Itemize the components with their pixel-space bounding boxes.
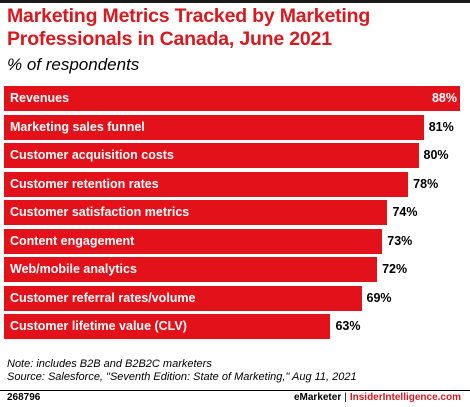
bar (4, 115, 424, 140)
bar-label: Content engagement (10, 234, 135, 248)
bar-label: Customer lifetime value (CLV) (10, 319, 187, 333)
bar-value-label: 81% (428, 120, 454, 134)
bar-value-label: 88% (431, 91, 457, 105)
chart-title: Marketing Metrics Tracked by Marketing P… (7, 5, 371, 50)
bar (4, 314, 331, 339)
bar-value-label: 74% (392, 205, 418, 219)
bar-chart: Revenues 88% Marketing sales funnel 81% Cust… (0, 86, 470, 346)
top-rule (0, 0, 470, 3)
bar-label: Revenues (10, 91, 70, 105)
bar-value-label: 72% (382, 262, 408, 276)
footer: 268796 eMarketer | InsiderIntelligence.com (0, 390, 470, 407)
brand-emarketer: eMarketer (293, 392, 342, 403)
bar-label: Customer satisfaction metrics (10, 205, 190, 219)
chart-id: 268796 (7, 392, 41, 403)
bar-label: Web/mobile analytics (10, 262, 137, 276)
note-text: Note: includes B2B and B2B2C marketers (7, 358, 212, 370)
bar (4, 172, 409, 197)
bar (4, 86, 460, 111)
bar-value-label: 69% (366, 291, 392, 305)
bar (4, 229, 383, 254)
bar (4, 200, 388, 225)
brand-separator: | (344, 392, 347, 403)
bar (4, 286, 362, 311)
bar-value-label: 73% (387, 234, 413, 248)
chart-subtitle: % of respondents (7, 55, 140, 74)
bar-label: Customer retention rates (10, 177, 159, 191)
bar-value-label: 78% (413, 177, 439, 191)
brand-insider-intelligence: InsiderIntelligence.com (349, 392, 461, 403)
chart-notes: Note: includes B2B and B2B2C marketers S… (7, 358, 463, 384)
bar-label: Customer acquisition costs (10, 148, 174, 162)
bar-label: Marketing sales funnel (10, 120, 145, 134)
bar-value-label: 80% (423, 148, 449, 162)
brand: eMarketer | InsiderIntelligence.com (294, 392, 461, 403)
bar-value-label: 63% (335, 319, 361, 333)
source-text: Source: Salesforce, "Seventh Edition: St… (7, 371, 357, 383)
bar (4, 257, 378, 282)
bar (4, 143, 419, 168)
bar-label: Customer referral rates/volume (10, 291, 196, 305)
